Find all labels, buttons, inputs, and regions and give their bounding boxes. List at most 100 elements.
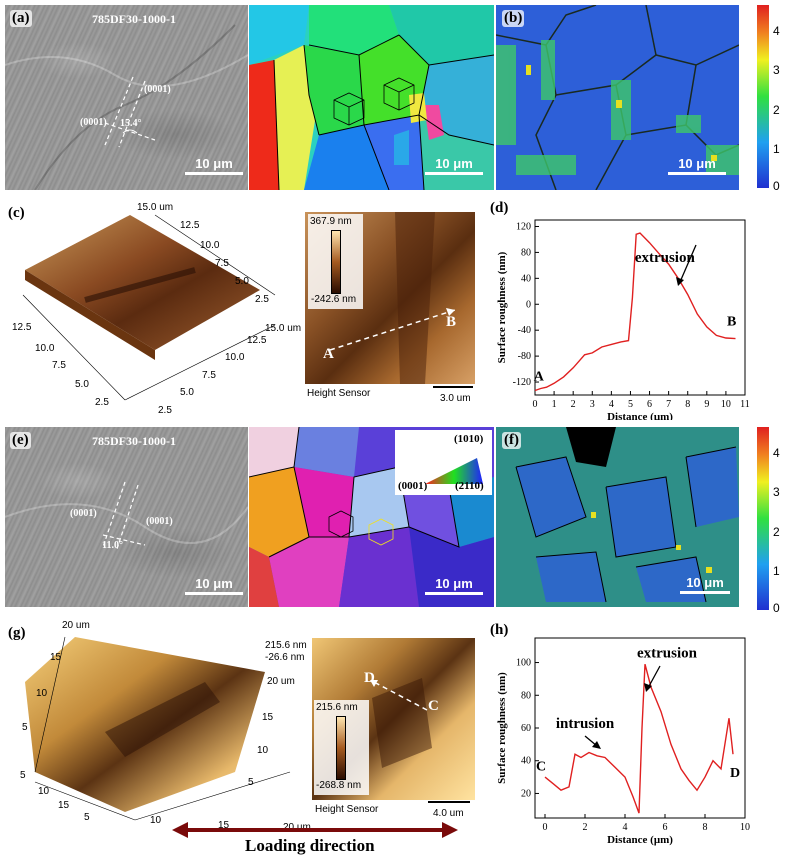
afm-g-bl-tick3: 15 — [58, 800, 70, 811]
height-map-g-overlay — [370, 678, 432, 768]
scale-bar-a-text: 10 μm — [195, 156, 233, 171]
panel-label-c: (c) — [8, 205, 25, 221]
x-tick-label: 4 — [623, 822, 628, 833]
scale-bar-e-ipf-text: 10 μm — [435, 576, 473, 591]
panel-label-a: (a) — [10, 10, 32, 27]
scale-bar-f: 10 μm — [680, 575, 730, 594]
height-g-scale-bar — [428, 801, 470, 803]
angle-label-a: 15.4° — [120, 118, 142, 129]
annotation-label: intrusion — [556, 716, 615, 732]
panel-label-e: (e) — [10, 432, 31, 449]
colorbar-b-tick-3: 3 — [773, 63, 780, 77]
sample-name-a: 785DF30-1000-1 — [92, 12, 176, 26]
annotation-label: extrusion — [637, 646, 698, 662]
sample-name-e: 785DF30-1000-1 — [92, 434, 176, 448]
scale-bar-a-ipf: 10 μm — [425, 156, 483, 175]
x-tick-label: 10 — [721, 399, 731, 410]
height-c-legend-bar — [331, 230, 341, 294]
scale-bar-e-ipf: 10 μm — [425, 576, 483, 595]
afm-g-bl-tick1: 5 — [20, 770, 26, 781]
y-tick-label: 60 — [521, 723, 531, 734]
afm-c-tr-tick4: 5.0 — [235, 276, 249, 287]
chart-d: 0 1 2 3 4 5 6 7 8 9 10 11 -120 -80 -40 0 40 80 120 Distance… — [496, 219, 750, 420]
x-tick-label: 8 — [685, 399, 690, 410]
colorbar-b-tick-2: 2 — [773, 103, 780, 117]
scale-bar-a-ipf-text: 10 μm — [435, 156, 473, 171]
x-tick-label: 3 — [590, 399, 595, 410]
annotation-label: A — [534, 370, 545, 385]
x-tick-label: 4 — [609, 399, 614, 410]
plane-label-a2: (0001) — [80, 117, 107, 128]
colorbar-f — [757, 427, 769, 610]
x-tick-label: 9 — [704, 399, 709, 410]
point-b-label: B — [446, 314, 457, 330]
afm-g-bottom-tick4: 20 um — [283, 822, 311, 833]
scale-bar-a-line — [185, 172, 243, 175]
x-tick-label: 0 — [533, 399, 538, 410]
afm-c-right-tick1: 15.0 um — [265, 323, 302, 334]
extrusion-arrowhead-h — [644, 683, 652, 692]
colorbar-b-tick-1: 1 — [773, 142, 780, 156]
y-tick-label: -40 — [518, 325, 531, 336]
afm-g-bottom-tick2: 10 — [150, 815, 162, 826]
annotation-label: extrusion — [635, 250, 696, 266]
scale-bar-b: 10 μm — [668, 156, 726, 175]
afm-c-right-tick4: 7.5 — [202, 370, 216, 381]
scale-bar-a: 10 μm — [185, 156, 243, 175]
afm-g-right-tick3: 10 — [257, 745, 269, 756]
kam-map-b — [496, 5, 739, 190]
height-g-max: 215.6 nm — [316, 702, 358, 713]
scale-bar-e: 10 μm — [185, 576, 243, 595]
kam-grains-f — [496, 427, 739, 607]
height-c-sensor: Height Sensor — [307, 388, 371, 399]
y-tick-label: 120 — [516, 221, 531, 232]
y-tick-label: -120 — [513, 377, 531, 388]
x-tick-label: 7 — [666, 399, 671, 410]
plane-label-a1: (0001) — [144, 84, 171, 95]
panel-label-h: (h) — [490, 622, 509, 638]
x-tick-label: 10 — [740, 822, 750, 833]
afm-c-front-tick2: 10.0 — [35, 343, 55, 354]
angle-label-e: 11.0° — [102, 540, 123, 551]
afm-c-tr-tick2: 10.0 — [200, 240, 220, 251]
x-tick-label: 2 — [571, 399, 576, 410]
sem-image-e — [5, 427, 248, 607]
ipf-legend-left: (0001) — [398, 480, 428, 492]
afm-g-z-max: 215.6 nm — [265, 640, 307, 651]
colorbar-b-tick-0: 0 — [773, 179, 780, 193]
colorbar-f-tick-3: 3 — [773, 485, 780, 499]
afm-c-right-tick3: 10.0 — [225, 352, 245, 363]
scale-bar-e-ipf-line — [425, 592, 483, 595]
y-axis-label: Surface roughness (nm) — [496, 672, 508, 784]
y-tick-label: 40 — [521, 756, 531, 767]
afm-c-right-tick5: 5.0 — [180, 387, 194, 398]
afm-g-left-tick4: 5 — [22, 722, 28, 733]
y-tick-label: 40 — [521, 273, 531, 284]
x-axis-label: Distance (μm) — [607, 411, 673, 420]
kam-map-f — [496, 427, 739, 607]
afm-c-tr-tick1: 12.5 — [180, 220, 200, 231]
afm-g-z-mid: -26.6 nm — [265, 652, 305, 663]
extrusion-arrow-h — [647, 665, 661, 689]
scale-bar-f-text: 10 μm — [686, 575, 724, 590]
afm-c-tr-tick5: 2.5 — [255, 294, 269, 305]
kam-grains-b — [496, 5, 739, 190]
afm-g-left-tick2: 15 — [50, 652, 62, 663]
point-d-label: D — [364, 670, 375, 686]
afm-3d-c — [22, 214, 276, 401]
panel-label-f: (f) — [502, 432, 521, 449]
ipf-legend-top: (1010) — [454, 433, 484, 445]
afm-c-top-tick: 15.0 um — [137, 202, 174, 213]
colorbar-f-tick-2: 2 — [773, 525, 780, 539]
height-c-scale-bar — [433, 386, 473, 388]
colorbar-b-tick-4: 4 — [773, 24, 780, 38]
x-tick-label: 1 — [552, 399, 557, 410]
x-tick-label: 2 — [583, 822, 588, 833]
afm-c-right-tick2: 12.5 — [247, 335, 267, 346]
afm-c-front-tick1: 12.5 — [12, 322, 32, 333]
ipf-grains-a — [249, 5, 494, 190]
height-c-scale: 3.0 um — [440, 393, 471, 404]
scale-bar-e-line — [185, 592, 243, 595]
annotation-label: D — [730, 766, 740, 781]
afm-g-left-tick1: 20 um — [62, 620, 90, 631]
